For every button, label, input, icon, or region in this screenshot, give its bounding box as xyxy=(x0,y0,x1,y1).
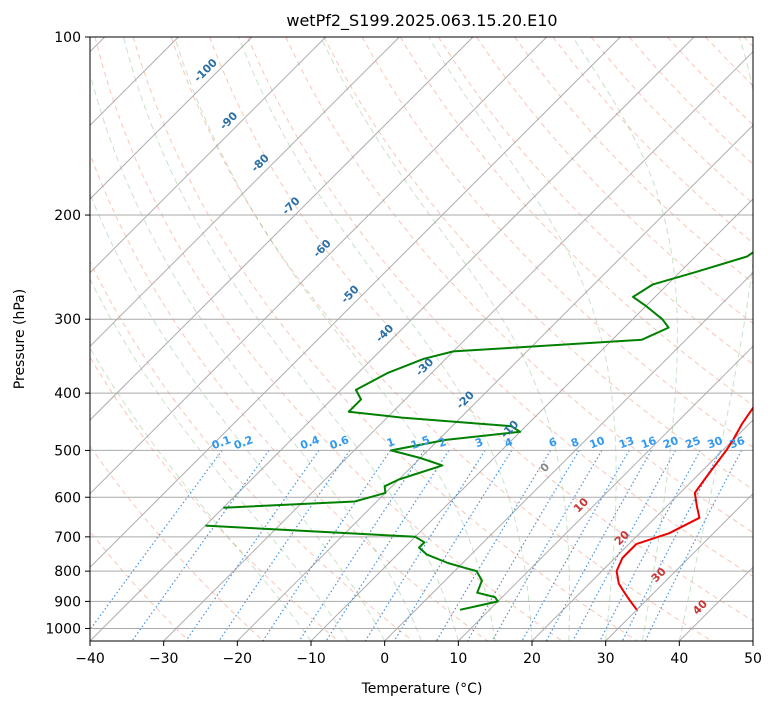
mixing-ratio-line xyxy=(364,450,486,641)
mixing-ratio-label: 1.5 xyxy=(409,433,432,452)
background-lines xyxy=(90,37,753,641)
mixing-ratio-label: 0.1 xyxy=(210,433,233,452)
mixing-ratio-line xyxy=(599,450,701,641)
dry-adiabat xyxy=(90,445,264,641)
y-tick-label: 900 xyxy=(54,594,81,610)
mixing-ratio-line xyxy=(90,450,223,631)
mixing-ratio-label: 2 xyxy=(437,435,449,450)
y-tick-label: 400 xyxy=(54,386,81,402)
mixing-ratio-line xyxy=(218,450,351,641)
mixing-ratio-label: 0.4 xyxy=(298,433,321,452)
moist-adiabat xyxy=(678,37,753,641)
mixing-ratio-line xyxy=(131,450,270,641)
mixing-ratio-label: 8 xyxy=(569,435,581,450)
mixing-ratio-line xyxy=(545,450,652,641)
series-line-0 xyxy=(615,406,753,611)
moist-adiabat xyxy=(90,192,386,641)
plot-frame xyxy=(89,36,754,642)
y-tick-label: 1000 xyxy=(45,621,81,637)
moist-adiabat xyxy=(238,37,533,641)
isotherm-line xyxy=(310,198,753,641)
mixing-ratio-label: 25 xyxy=(683,434,702,451)
isotherm-line xyxy=(90,37,621,569)
dry-adiabat xyxy=(94,37,563,641)
y-tick-label: 200 xyxy=(54,208,81,224)
x-tick-label: −30 xyxy=(149,651,179,667)
mixing-ratio-line xyxy=(621,450,722,641)
isotherm-line xyxy=(90,37,474,421)
mixing-ratio-label: 16 xyxy=(639,434,658,452)
isotherm-line xyxy=(90,37,548,495)
mixing-ratio-label: 10 xyxy=(588,434,607,452)
isotherm-line xyxy=(90,37,400,348)
mixing-ratio-label: 1 xyxy=(385,435,397,450)
dry-adiabat xyxy=(361,37,753,448)
x-axis-title: Temperature (°C) xyxy=(361,681,483,697)
mixing-ratio-line xyxy=(644,450,743,641)
y-tick-label: 300 xyxy=(54,312,81,328)
mixing-ratio-line xyxy=(393,450,513,641)
series-group xyxy=(205,251,753,611)
dry-adiabat xyxy=(209,37,753,622)
mixing-ratio-label: 0.2 xyxy=(232,433,255,452)
x-tick-label: 30 xyxy=(597,651,615,667)
isotherm-line xyxy=(605,492,753,641)
mixing-ratio-line xyxy=(491,450,603,641)
series-line-1 xyxy=(223,251,753,509)
y-tick-label: 500 xyxy=(54,443,81,459)
isotherm-line xyxy=(531,419,753,641)
series-line-2 xyxy=(205,524,499,611)
y-tick-label: 600 xyxy=(54,490,81,506)
mixing-ratio-label: 0.6 xyxy=(328,433,351,452)
x-tick-label: 20 xyxy=(523,651,541,667)
isotherm-line xyxy=(163,50,753,641)
dry-adiabat xyxy=(247,37,753,577)
moist-adiabat xyxy=(174,37,496,641)
mixing-ratio-label: 13 xyxy=(617,434,636,451)
dry-adiabat xyxy=(399,37,753,407)
isotherm-line xyxy=(384,271,753,641)
dry-adiabat xyxy=(90,356,339,641)
y-axis-ticks: 100 200 300 400 500 600 700 800 900 1000 xyxy=(45,30,90,637)
grid-lines xyxy=(90,37,753,629)
y-tick-label: 700 xyxy=(54,530,81,546)
isotherm-line xyxy=(457,345,753,641)
x-tick-label: 0 xyxy=(380,651,389,667)
isotherm-line xyxy=(90,37,253,200)
y-axis-title: Pressure (hPa) xyxy=(12,289,28,389)
moist-adiabat xyxy=(572,37,678,641)
moist-adiabat xyxy=(428,37,617,641)
mixing-ratio-label: 20 xyxy=(661,434,680,452)
x-tick-label: −40 xyxy=(75,651,105,667)
isotherm-line xyxy=(90,37,327,274)
mixing-ratio-label: 3 xyxy=(473,435,485,450)
dry-adiabat xyxy=(90,152,488,641)
x-tick-label: −20 xyxy=(223,651,253,667)
y-tick-label: 800 xyxy=(54,564,81,580)
x-tick-label: 50 xyxy=(744,651,762,667)
dry-adiabat xyxy=(132,37,638,641)
x-tick-label: −10 xyxy=(296,651,326,667)
isotherm-line xyxy=(236,124,753,641)
mixing-ratio-label: 6 xyxy=(547,435,559,450)
dry-adiabat xyxy=(323,37,753,491)
mixing-ratio-line xyxy=(185,450,320,641)
x-tick-label: 10 xyxy=(449,651,467,667)
isotherm-line xyxy=(90,37,695,641)
moist-adiabat xyxy=(90,72,422,641)
moist-adiabat xyxy=(90,278,349,641)
mixing-ratio-label: 4 xyxy=(503,435,515,450)
mixing-ratio-label: 30 xyxy=(706,434,725,452)
moist-adiabat xyxy=(320,37,570,641)
y-tick-label: 100 xyxy=(54,30,81,46)
x-tick-label: 40 xyxy=(670,651,688,667)
x-axis-ticks: −40 −30 −20 −10 0 10 20 30 40 50 xyxy=(75,641,762,667)
chart-title: wetPf2_S199.2025.063.15.20.E10 xyxy=(286,11,557,31)
mixing-ratio-line xyxy=(572,450,677,641)
mixing-ratio-label: 36 xyxy=(728,434,747,452)
mixing-ratio-line xyxy=(262,450,391,641)
